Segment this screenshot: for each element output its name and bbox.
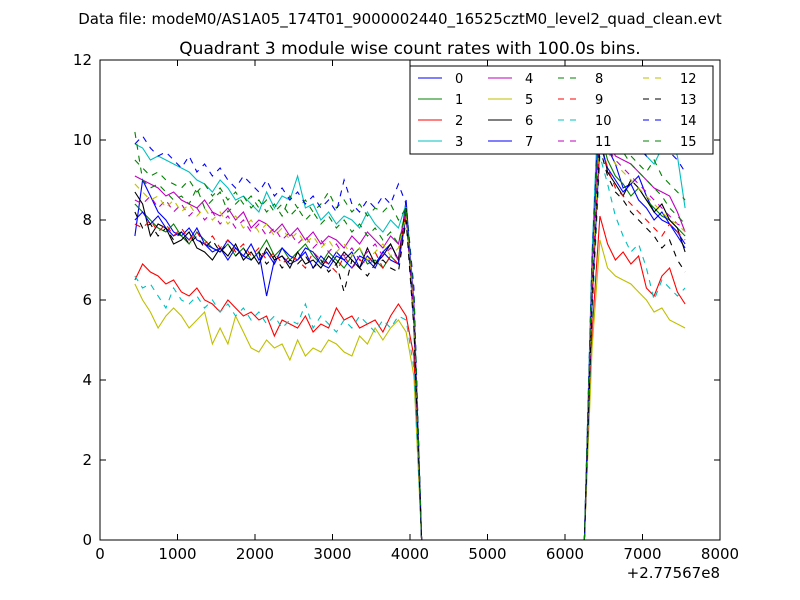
x-offset-label: +2.77567e8: [627, 564, 720, 582]
y-tick-label: 2: [82, 451, 92, 469]
x-tick-label: 8000: [701, 545, 739, 563]
legend-label-8: 8: [595, 72, 603, 87]
x-tick-label: 3000: [313, 545, 351, 563]
legend-label-0: 0: [455, 72, 463, 87]
series-line-14: [134, 87, 686, 541]
series-line-15: [134, 103, 686, 541]
series-line-5: [134, 239, 686, 541]
legend-label-11: 11: [595, 135, 612, 150]
legend-label-2: 2: [455, 114, 463, 129]
legend-label-7: 7: [525, 135, 533, 150]
legend-label-6: 6: [525, 114, 533, 129]
chart-title: Quadrant 3 module wise count rates with …: [179, 39, 640, 59]
x-tick-label: 6000: [546, 545, 584, 563]
y-tick-label: 4: [82, 371, 92, 389]
legend-label-4: 4: [525, 72, 533, 87]
series-line-11: [134, 123, 686, 541]
legend-label-3: 3: [455, 135, 463, 150]
legend-label-13: 13: [680, 93, 697, 108]
series-line-12: [134, 127, 686, 541]
legend-label-15: 15: [680, 135, 697, 150]
y-tick-label: 10: [73, 131, 92, 149]
y-tick-label: 12: [73, 51, 92, 69]
x-tick-label: 0: [95, 545, 105, 563]
legend-label-1: 1: [455, 93, 463, 108]
legend-label-10: 10: [595, 114, 612, 129]
plot-lines: [134, 67, 686, 541]
series-line-2: [134, 215, 686, 541]
series-line-13: [134, 147, 686, 541]
y-tick-label: 6: [82, 291, 92, 309]
figure-supertitle: Data file: modeM0/AS1A05_174T01_90000024…: [78, 10, 722, 29]
x-tick-label: 2000: [236, 545, 274, 563]
x-tick-label: 5000: [468, 545, 506, 563]
y-tick-label: 0: [82, 531, 92, 549]
legend-label-5: 5: [525, 93, 533, 108]
legend-label-12: 12: [680, 72, 697, 87]
series-line-10: [134, 155, 686, 541]
x-tick-label: 4000: [391, 545, 429, 563]
legend-frame: [409, 65, 714, 155]
y-tick-label: 8: [82, 211, 92, 229]
legend-label-9: 9: [595, 93, 603, 108]
axes-frame: [99, 59, 721, 541]
x-tick-label: 7000: [623, 545, 661, 563]
legend-label-14: 14: [680, 114, 697, 129]
axis-ticks: 0 1000 2000 3000 4000 5000 6000 7000 80000246810…: [73, 51, 739, 563]
x-tick-label: 1000: [158, 545, 196, 563]
